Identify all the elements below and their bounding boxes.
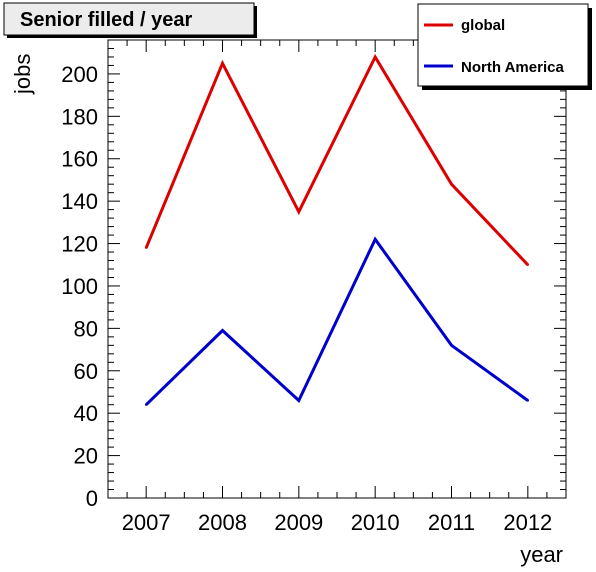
series-line-north-america xyxy=(145,236,529,406)
y-tick-labels: 0 20 40 60 80 100 120 140 160 180 200 xyxy=(61,62,98,511)
data-point xyxy=(144,403,148,406)
y-tick-label: 80 xyxy=(74,316,98,341)
data-point xyxy=(221,62,224,65)
data-point xyxy=(221,329,224,332)
y-tick-label: 200 xyxy=(61,62,98,87)
data-point xyxy=(526,399,530,402)
data-point xyxy=(373,238,377,241)
plot-frame xyxy=(107,39,567,499)
data-point xyxy=(297,399,301,402)
x-tick-label: 2012 xyxy=(503,510,552,535)
x-tick-label: 2007 xyxy=(122,510,171,535)
y-tick-label: 20 xyxy=(74,444,98,469)
legend: global North America xyxy=(417,3,592,90)
y-tick-label: 160 xyxy=(61,147,98,172)
legend-label-global: global xyxy=(461,17,505,34)
legend-label-north-america: North America xyxy=(461,59,564,76)
data-point xyxy=(450,182,453,186)
series-lines xyxy=(144,53,530,406)
series-line-global xyxy=(144,53,529,266)
y-tick-label: 180 xyxy=(61,104,98,129)
title-box: Senior filled / year xyxy=(3,2,257,38)
y-axis-title: jobs xyxy=(10,54,35,95)
x-tick-label: 2010 xyxy=(351,510,400,535)
x-axis-title: year xyxy=(520,542,563,567)
y-tick-label: 100 xyxy=(61,274,98,299)
data-point xyxy=(297,210,301,213)
data-point xyxy=(526,263,530,266)
data-point xyxy=(144,246,148,249)
y-tick-label: 120 xyxy=(61,232,98,257)
chart-title: Senior filled / year xyxy=(20,9,193,31)
x-tick-label: 2011 xyxy=(428,510,475,535)
y-tick-label: 140 xyxy=(61,189,98,214)
data-point xyxy=(373,55,377,59)
y-tick-label: 40 xyxy=(74,401,98,426)
data-point xyxy=(450,344,453,347)
y-tick-label: 0 xyxy=(86,486,98,511)
x-tick-label: 2009 xyxy=(274,510,323,535)
y-tick-label: 60 xyxy=(74,359,98,384)
x-tick-label: 2008 xyxy=(198,510,247,535)
x-tick-labels: 2007 2008 2009 2010 2011 2012 xyxy=(122,510,553,535)
